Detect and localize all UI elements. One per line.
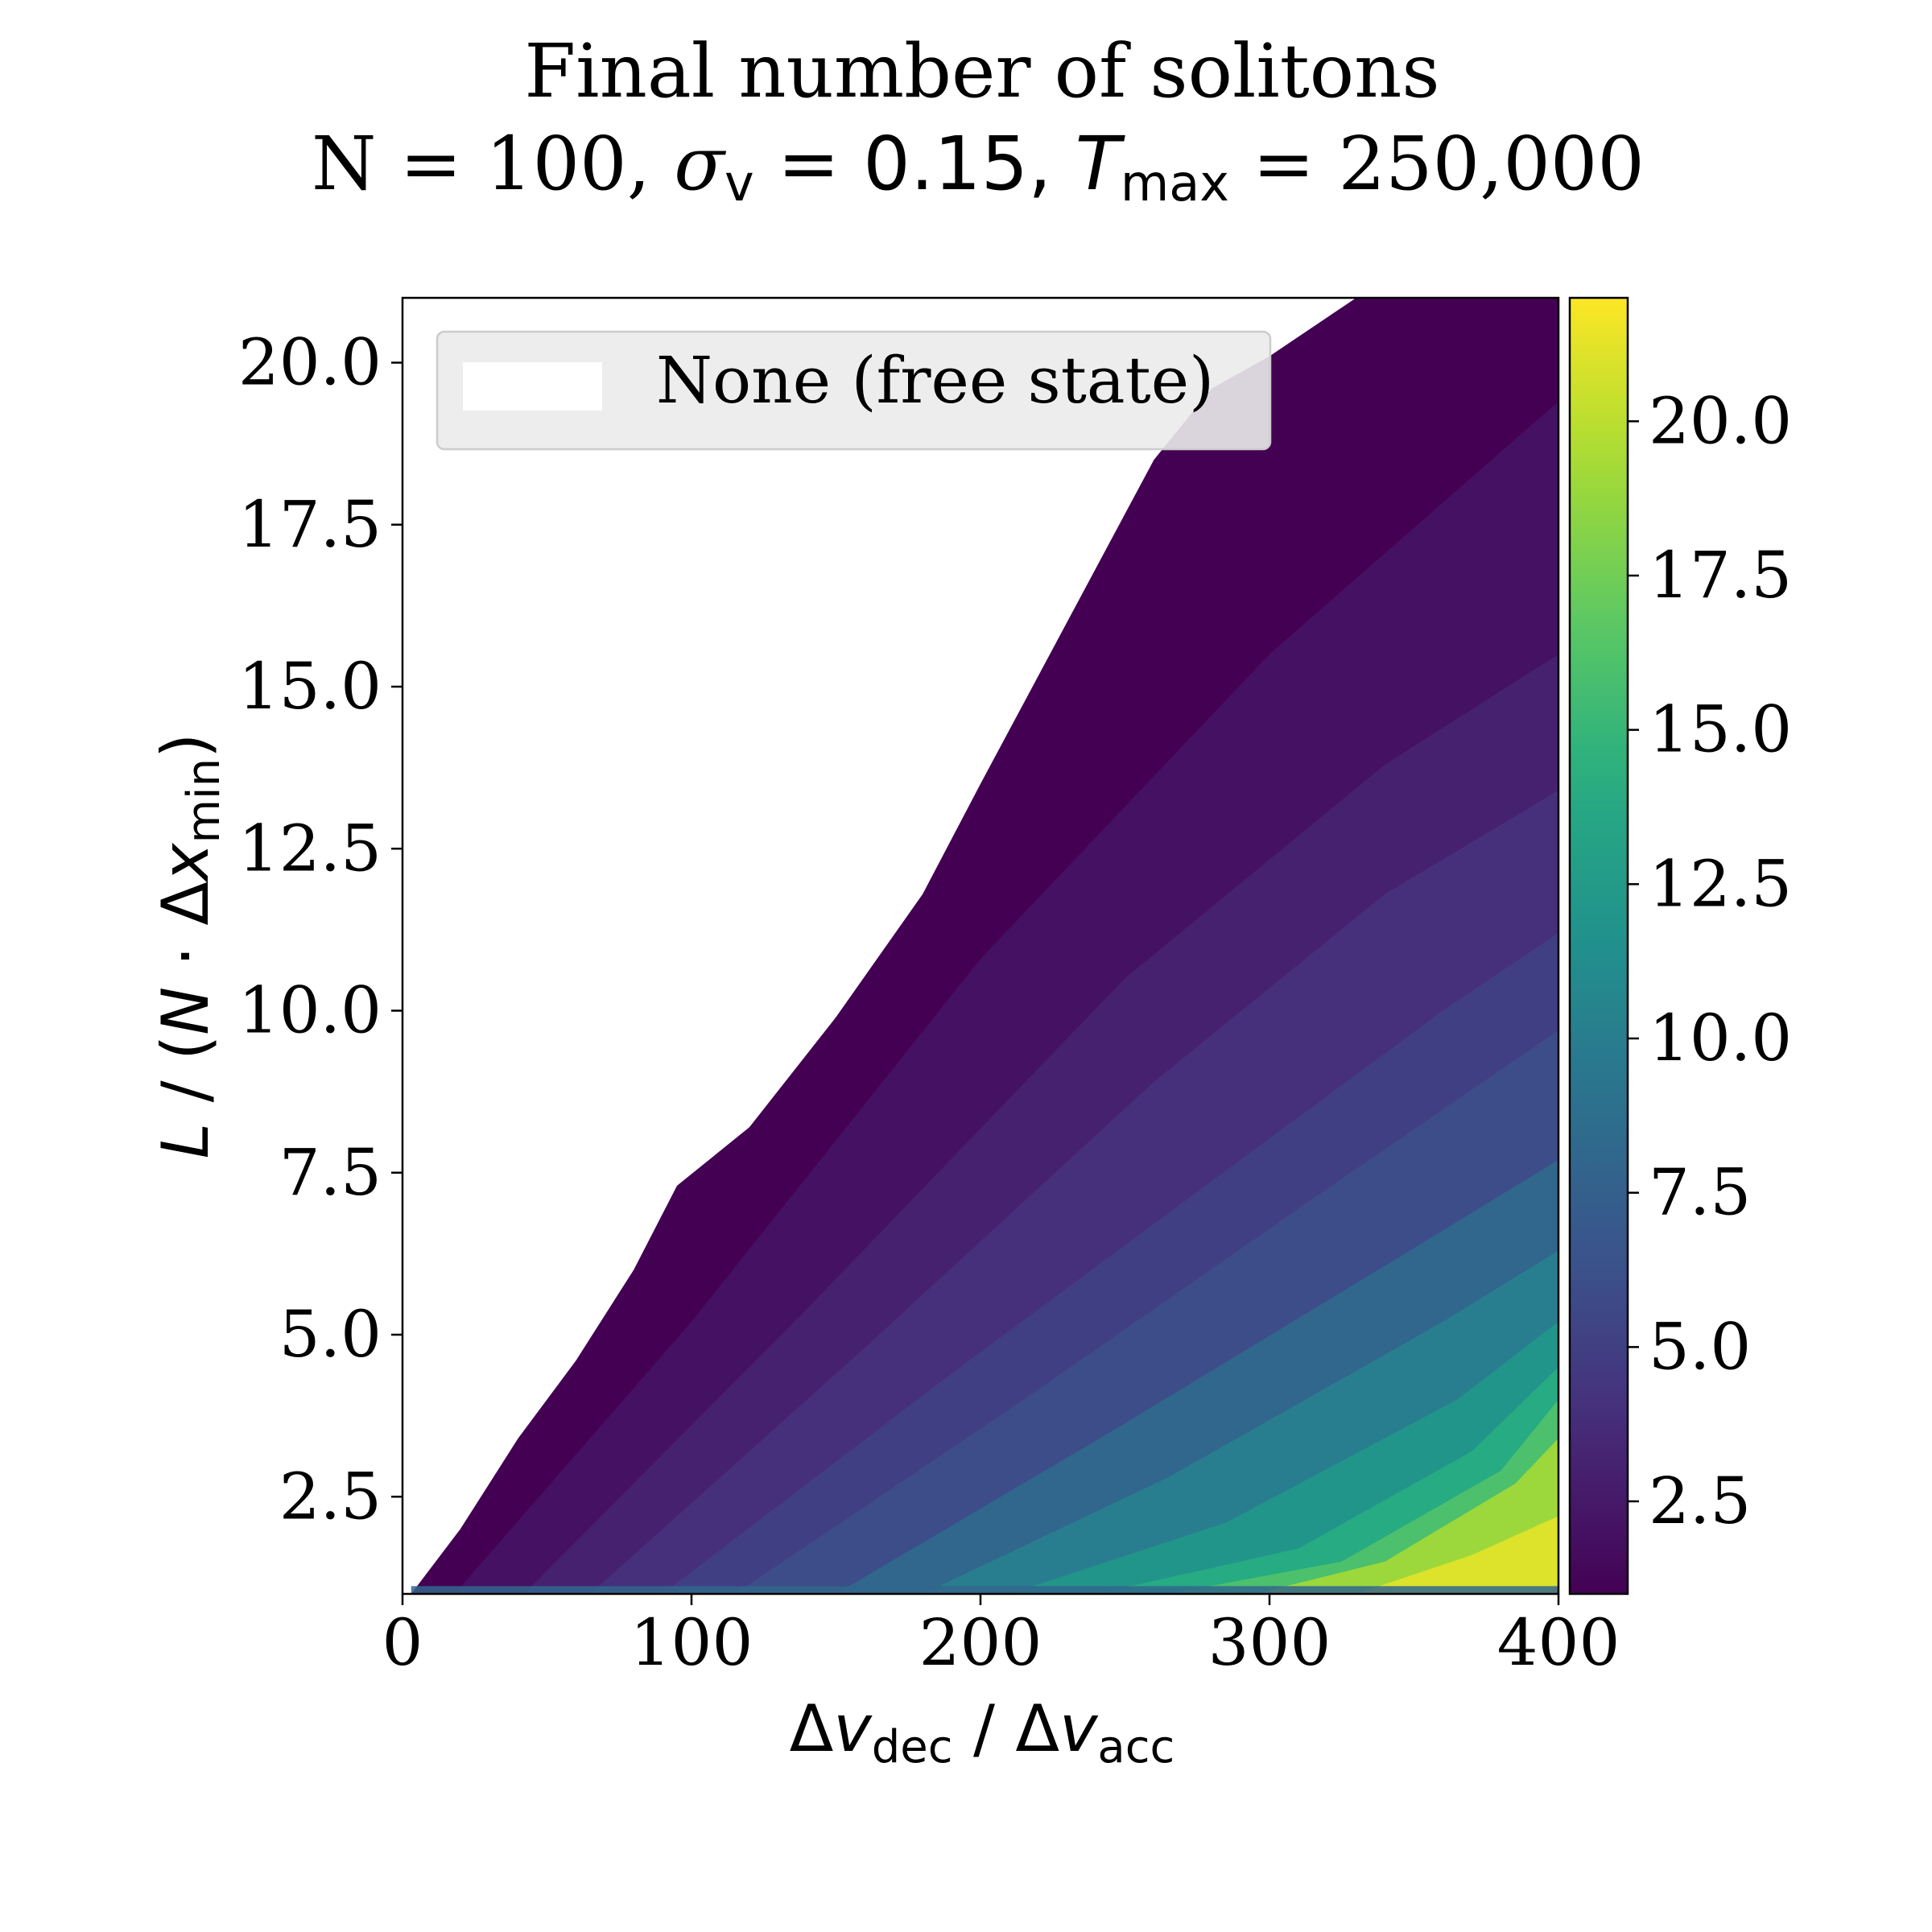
subtitle-sigma-value: = 0.15, (754, 121, 1075, 207)
y-label-end: ) (148, 733, 223, 758)
x-tick-label: 200 (919, 1605, 1042, 1680)
colorbar-tick-label: 17.5 (1649, 538, 1792, 613)
heatmap-layers (411, 298, 1558, 1594)
legend-box (436, 330, 1272, 451)
y-axis: 2.5 5.0 7.5 10.0 12.5 15.0 17.5 20.0 (238, 325, 402, 1534)
y-label-x: x (148, 842, 223, 884)
y-tick-label: 5.0 (279, 1297, 382, 1372)
x-tick-label: 400 (1497, 1605, 1620, 1680)
subtitle-t-sub: max (1121, 154, 1229, 213)
region-count-21 (1356, 1516, 1558, 1594)
heatmap-area (402, 298, 1558, 1594)
colorbar-axis: 2.5 5.0 7.5 10.0 12.5 15.0 17.5 20.0 (1628, 383, 1792, 1538)
colorbar-tick-label: 12.5 (1649, 846, 1792, 921)
subtitle-n-part: N = 100, (312, 121, 674, 207)
x-axis: 0 100 200 300 400 (382, 1594, 1620, 1680)
legend-swatch-free-state (463, 362, 602, 411)
x-tick-label: 300 (1208, 1605, 1331, 1680)
x-label-v2: v (1059, 1691, 1099, 1766)
y-tick-label: 2.5 (279, 1459, 382, 1534)
x-label-v1: v (833, 1691, 873, 1766)
y-tick-label: 7.5 (279, 1135, 382, 1210)
subtitle-sigma: σ (674, 121, 726, 207)
y-label-n: N (148, 987, 223, 1035)
y-axis-label: L / (N · Δxmin) (148, 733, 230, 1159)
x-axis-label: Δvdec / Δvacc (790, 1691, 1175, 1773)
x-tick-label: 100 (630, 1605, 753, 1680)
y-label-sub: min (178, 758, 230, 844)
y-label-dot: · (148, 926, 223, 987)
colorbar-tick-label: 5.0 (1649, 1309, 1751, 1384)
x-label-delta2: Δ (1015, 1691, 1059, 1766)
x-label-delta1: Δ (790, 1691, 834, 1766)
colorbar-tick-label: 20.0 (1649, 383, 1792, 458)
colorbar (1568, 296, 1629, 1596)
y-label-mid: / ( (148, 1035, 223, 1123)
y-tick-label: 17.5 (238, 487, 382, 562)
bottom-row-band (411, 1586, 1558, 1594)
chart-title: Final number of solitons (524, 28, 1439, 114)
x-label-sep: / (953, 1691, 1016, 1766)
y-label-delta: Δ (148, 881, 223, 926)
colorbar-tick-label: 2.5 (1649, 1463, 1751, 1538)
subtitle-t: T (1075, 121, 1126, 207)
chart-subtitle: N = 100, σv = 0.15, Tmax = 250,000 (312, 121, 1645, 213)
x-label-sub1: dec (872, 1721, 953, 1773)
y-tick-label: 15.0 (238, 649, 382, 724)
x-tick-label: 0 (382, 1605, 423, 1680)
subtitle-t-value: = 250,000 (1229, 121, 1645, 207)
y-tick-label: 12.5 (238, 811, 382, 886)
y-tick-label: 20.0 (238, 325, 382, 400)
legend-label-free-state: None (free state) (656, 343, 1214, 418)
colorbar-tick-label: 10.0 (1649, 1001, 1792, 1075)
x-label-sub2: acc (1097, 1721, 1174, 1773)
y-tick-label: 10.0 (238, 973, 382, 1048)
y-label-l: L (148, 1123, 223, 1159)
subtitle-sigma-sub: v (724, 154, 754, 213)
legend: None (free state) (436, 330, 1272, 451)
colorbar-tick-label: 7.5 (1649, 1155, 1751, 1230)
colorbar-tick-label: 15.0 (1649, 692, 1792, 767)
